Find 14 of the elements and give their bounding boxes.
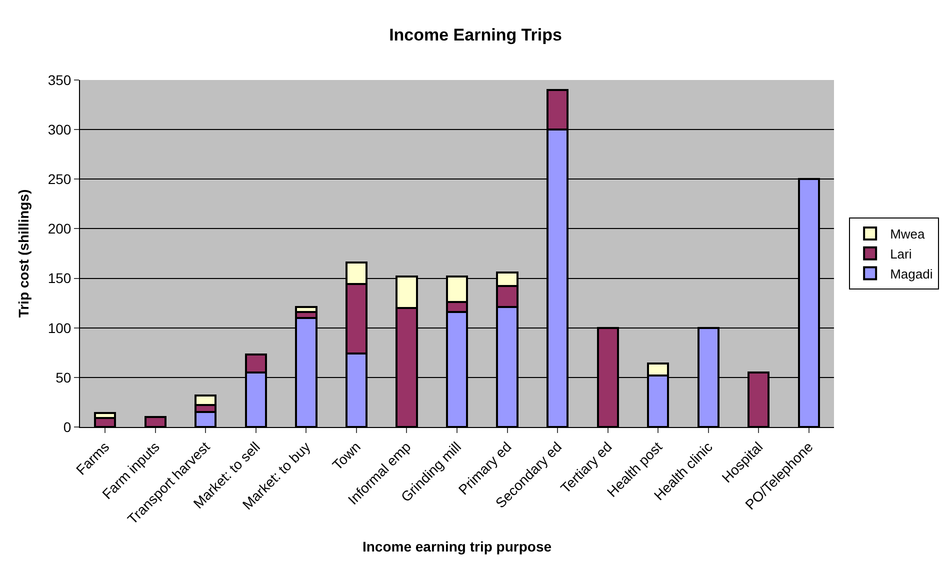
- y-axis-title: Trip cost (shillings): [15, 189, 32, 318]
- legend-label: Magadi: [890, 266, 933, 282]
- x-axis-title: Income earning trip purpose: [362, 538, 552, 554]
- y-tick-label: 50: [56, 369, 72, 386]
- y-tick-label: 100: [48, 320, 72, 336]
- y-tick-label: 200: [48, 220, 72, 237]
- legend-label: Lari: [890, 246, 912, 262]
- legend-label: Mwea: [890, 226, 926, 242]
- y-tick-label: 300: [48, 121, 72, 138]
- y-tick-label: 150: [48, 270, 72, 286]
- y-tick-label: 350: [48, 72, 72, 88]
- chart-title: Income Earning Trips: [389, 25, 562, 44]
- y-tick-label: 0: [63, 418, 72, 435]
- y-tick-label: 250: [48, 171, 72, 188]
